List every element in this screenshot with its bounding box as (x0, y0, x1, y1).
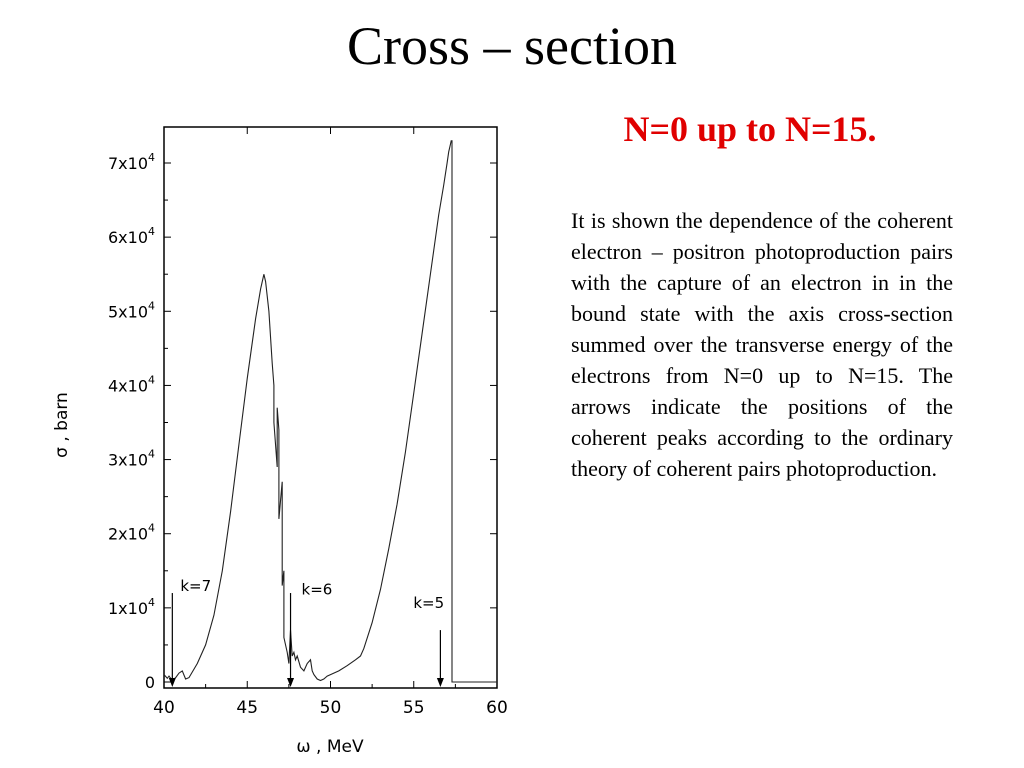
x-axis-label: ω , MeV (296, 737, 364, 757)
y-axis-label: σ , barn (52, 392, 72, 458)
x-tick-label: 50 (320, 698, 342, 718)
slide-subtitle: N=0 up to N=15. (623, 109, 877, 149)
x-tick-label: 60 (486, 698, 508, 718)
cross-section-series-line (163, 140, 497, 683)
y-tick-label: 3x104 (108, 448, 155, 470)
y-tick-label: 2x104 (108, 522, 155, 544)
slide-title: Cross – section (347, 16, 677, 76)
y-tick-label: 7x104 (108, 151, 155, 173)
annotation-label: k=7 (180, 577, 211, 595)
annotation-arrow-head (287, 678, 295, 687)
y-tick-label: 4x104 (108, 373, 155, 395)
plot-frame (163, 126, 498, 689)
annotation-arrow-head (436, 678, 444, 687)
x-tick-label: 40 (153, 698, 175, 718)
y-tick-label: 5x104 (108, 299, 155, 321)
x-tick-label: 45 (236, 698, 258, 718)
y-tick-label: 1x104 (108, 596, 155, 618)
annotation-label: k=6 (302, 581, 333, 599)
annotation-arrow-head (168, 678, 176, 687)
y-tick-label: 6x104 (108, 225, 155, 247)
description-text: It is shown the dependence of the cohere… (571, 208, 953, 481)
y-tick-label: 0 (145, 673, 155, 692)
annotation-label: k=5 (413, 594, 444, 612)
x-tick-label: 55 (403, 698, 425, 718)
